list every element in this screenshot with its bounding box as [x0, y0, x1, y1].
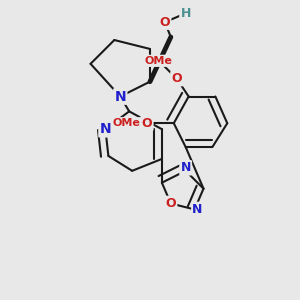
- Text: O: O: [171, 72, 182, 85]
- Text: O: O: [142, 117, 152, 130]
- Text: O: O: [160, 16, 170, 29]
- Text: N: N: [100, 122, 111, 136]
- Text: OMe: OMe: [112, 118, 140, 128]
- Text: N: N: [181, 161, 191, 174]
- Text: O: O: [166, 197, 176, 210]
- Text: OMe: OMe: [145, 56, 173, 66]
- Text: N: N: [115, 89, 126, 103]
- Text: N: N: [192, 203, 203, 216]
- Text: H: H: [181, 7, 191, 20]
